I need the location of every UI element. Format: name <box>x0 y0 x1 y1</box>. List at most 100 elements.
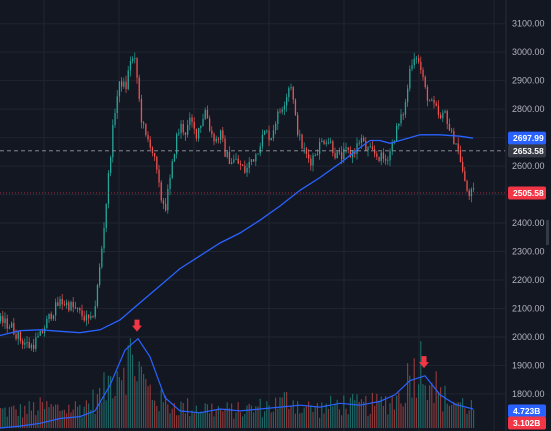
volume-bar <box>68 404 70 428</box>
volume-bar <box>189 415 191 428</box>
candle-body <box>92 316 94 318</box>
candle-body <box>250 159 253 162</box>
volume-bar <box>112 398 114 428</box>
volume-bar <box>270 412 272 428</box>
volume-bar <box>459 402 461 428</box>
volume-bar <box>28 401 30 428</box>
candle-body <box>376 153 378 157</box>
candle-body <box>424 76 426 88</box>
candle-body <box>213 133 215 142</box>
volume-bar <box>209 413 211 428</box>
volume-bar <box>431 382 433 428</box>
candle-body <box>72 302 74 308</box>
volume-bar <box>239 412 241 428</box>
volume-bar <box>288 408 290 428</box>
candle-body <box>88 314 90 319</box>
price-tags: 2697.99 2653.58 2505.58 4.723B 3.102B <box>508 131 546 430</box>
candle-body <box>33 344 35 349</box>
volume-bar <box>448 405 450 428</box>
volume-bar <box>374 405 376 428</box>
volume-bar <box>382 406 384 428</box>
candle-body <box>151 147 154 154</box>
volume-bar <box>336 399 338 428</box>
candle-body <box>134 58 136 59</box>
volume-bar <box>145 379 147 428</box>
volume-bar <box>391 395 393 428</box>
volume-bar <box>138 361 140 428</box>
volume-bar <box>354 400 356 428</box>
volume-bar <box>415 397 417 428</box>
volume-bar <box>279 397 281 428</box>
volume-bar <box>468 410 470 428</box>
candle-body <box>198 128 200 139</box>
price-tick-label: 2400.00 <box>512 218 545 228</box>
volume-bar <box>466 413 468 428</box>
volume-bar <box>180 401 182 428</box>
candle-body <box>453 131 455 145</box>
volume-bar <box>8 407 10 428</box>
last-price-tag-bg <box>508 186 546 200</box>
volume-bar <box>259 398 261 428</box>
volume-bar <box>277 408 279 428</box>
candle-body <box>367 147 369 151</box>
candle-body <box>143 122 145 124</box>
volume-bar <box>231 403 233 428</box>
volume-bar <box>132 354 134 428</box>
candle-body <box>244 165 246 173</box>
volume-bar <box>314 406 316 428</box>
volume-bar <box>39 397 41 428</box>
volume-bar <box>136 381 138 428</box>
volume-bar <box>330 395 332 428</box>
candle-body <box>2 316 4 324</box>
candle-body <box>266 130 268 132</box>
candle-body <box>105 203 107 228</box>
volume-bar <box>334 404 336 428</box>
candle-body <box>257 153 259 155</box>
volume-bar <box>222 411 224 428</box>
price-axis-scrollbar[interactable] <box>546 220 549 245</box>
volume-bar <box>473 409 475 428</box>
candle-body <box>437 105 440 115</box>
volume-bar <box>195 405 197 428</box>
candle-body <box>442 112 444 119</box>
volume-bar <box>114 396 116 428</box>
candle-body <box>193 121 195 129</box>
volume-bar <box>184 413 186 428</box>
candle-body <box>182 123 184 133</box>
volume-bar <box>57 404 59 428</box>
volume-bar <box>250 405 252 428</box>
volume-bar <box>345 408 347 428</box>
volume-bar <box>149 384 151 428</box>
candle-body <box>305 148 308 154</box>
volume-bar <box>30 410 32 428</box>
volume-bar <box>253 412 255 428</box>
price-tick-label: 2200.00 <box>512 275 545 285</box>
candle-body <box>237 158 239 164</box>
candle-body <box>347 147 349 151</box>
grid-lines <box>0 0 505 431</box>
candle-body <box>118 81 121 97</box>
candle-body <box>52 315 55 319</box>
moving-average-tag-bg <box>508 131 546 145</box>
volume-bar <box>94 413 96 428</box>
volume-bar <box>455 403 457 428</box>
candle-body <box>371 146 374 150</box>
candle-body <box>204 109 206 120</box>
price-tick-label: 2000.00 <box>512 332 545 342</box>
volume-bar <box>13 405 15 428</box>
candle-body <box>209 118 211 131</box>
volume-bar <box>294 413 296 428</box>
candle-body <box>268 130 270 141</box>
candle-body <box>380 152 382 162</box>
candle-body <box>440 114 442 119</box>
candle-body <box>470 189 473 197</box>
candle-body <box>473 188 475 190</box>
volume-bar <box>297 401 299 428</box>
candle-body <box>446 111 448 124</box>
candle-body <box>79 308 81 311</box>
candle-body <box>314 154 316 156</box>
volume-bar <box>305 406 307 428</box>
volume-bar <box>187 398 189 428</box>
volume-moving-average-line <box>0 337 474 429</box>
